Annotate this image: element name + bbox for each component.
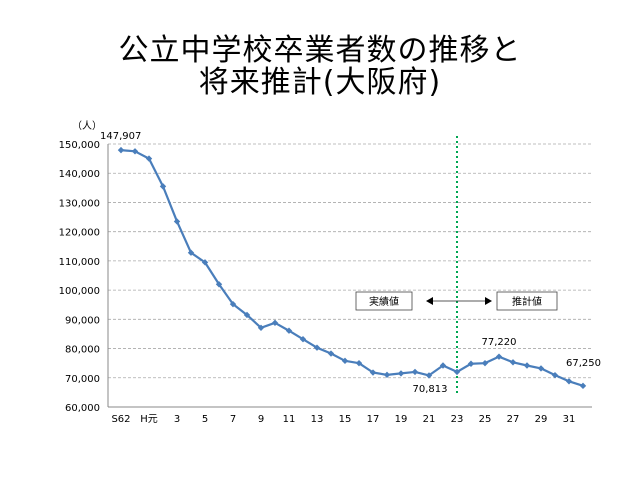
x-tick-label: S62 (111, 414, 130, 425)
gridlines (108, 143, 592, 379)
data-point-H26 (495, 353, 503, 360)
x-tick-label: 29 (535, 414, 548, 425)
y-tick-label: 90,000 (65, 315, 100, 326)
data-point-H31 (565, 378, 573, 385)
data-point-H5 (201, 259, 209, 266)
data-point-H19 (397, 370, 405, 377)
data-point-H24 (467, 360, 475, 367)
data-point-H4 (187, 249, 195, 256)
data-point-H8 (243, 311, 251, 319)
data-point-H21 (425, 372, 433, 379)
data-point-H10 (271, 319, 279, 327)
data-point-H22 (439, 362, 447, 369)
y-tick-label: 80,000 (65, 345, 100, 356)
x-tick-label: 19 (395, 414, 408, 425)
x-tick-labels: S62 H元 3 5 7 9 11 13 15 17 19 21 23 25 27 29 31 (111, 414, 575, 425)
data-point-H元 (145, 155, 153, 162)
data-point-H18 (383, 371, 391, 379)
data-point-H20 (411, 368, 419, 376)
data-point-H30 (551, 371, 559, 379)
data-point-H23 (453, 368, 461, 376)
data-point-S63 (131, 148, 139, 155)
x-tick-label: 5 (202, 414, 208, 425)
data-point-H25 (481, 359, 489, 367)
x-tick-label: 21 (423, 414, 436, 425)
data-point-H32 (579, 382, 587, 390)
data-point-H13 (313, 344, 321, 351)
data-point-H14 (327, 350, 335, 357)
x-tick-label: 9 (258, 414, 264, 425)
data-point-H3 (173, 218, 181, 225)
data-point-H29 (537, 365, 545, 372)
y-tick-label: 120,000 (59, 228, 100, 239)
data-point-H6 (215, 281, 223, 288)
x-tick-label: 31 (563, 414, 576, 425)
y-tick-label: 130,000 (59, 198, 100, 209)
actual-forecast-boxes: 実績値 推計値 (355, 291, 558, 311)
x-tick-label: 17 (367, 414, 380, 425)
data-point-H28 (523, 362, 531, 369)
y-tick-label: 60,000 (65, 403, 100, 414)
actual-label-box (355, 291, 413, 311)
data-point-H17 (369, 369, 377, 376)
y-axis-label: （人） (72, 120, 102, 132)
y-tick-label: 140,000 (59, 169, 100, 180)
forecast-label: 推計値 (512, 295, 542, 308)
x-tick-label: 13 (311, 414, 324, 425)
x-tick-label: 3 (174, 414, 180, 425)
data-point-H27 (509, 359, 517, 366)
annotation-last: 67,250 (566, 358, 601, 369)
x-tick-label: 11 (283, 414, 296, 425)
x-tick-label: 27 (507, 414, 520, 425)
x-tick-label: 25 (479, 414, 492, 425)
annotation-low: 70,813 (413, 384, 448, 395)
series-line (120, 149, 584, 387)
x-tick-label: 15 (339, 414, 352, 425)
chart-title-line-1: 公立中学校卒業者数の推移と (118, 33, 522, 68)
data-point-S62 (117, 146, 125, 154)
annotation-first: 147,907 (100, 131, 141, 142)
y-tick-label: 150,000 (59, 140, 100, 151)
arrow-left-icon (426, 297, 433, 305)
data-point-H9 (257, 324, 265, 332)
data-points (117, 146, 587, 390)
y-tick-label: 100,000 (59, 286, 100, 297)
x-tick-label: H元 (140, 414, 158, 425)
arrow-right-icon (485, 297, 492, 305)
y-tick-label: 70,000 (65, 374, 100, 385)
data-point-H12 (299, 336, 307, 343)
data-point-H11 (285, 327, 293, 334)
actual-label: 実績値 (369, 295, 399, 308)
data-point-H2 (159, 183, 167, 190)
y-tick-label: 110,000 (59, 257, 100, 268)
x-tick-label: 23 (451, 414, 464, 425)
data-point-H7 (229, 300, 237, 308)
annotation-peak: 77,220 (482, 337, 517, 348)
y-tick-labels: 60,000 70,000 80,000 90,000 100,000 110,000 12… (59, 140, 100, 414)
chart-title-line-2: 将来推計(大阪府) (198, 65, 442, 100)
data-point-H16 (355, 359, 363, 367)
forecast-label-box (496, 291, 558, 311)
data-point-H15 (341, 357, 349, 365)
x-tick-label: 7 (230, 414, 236, 425)
